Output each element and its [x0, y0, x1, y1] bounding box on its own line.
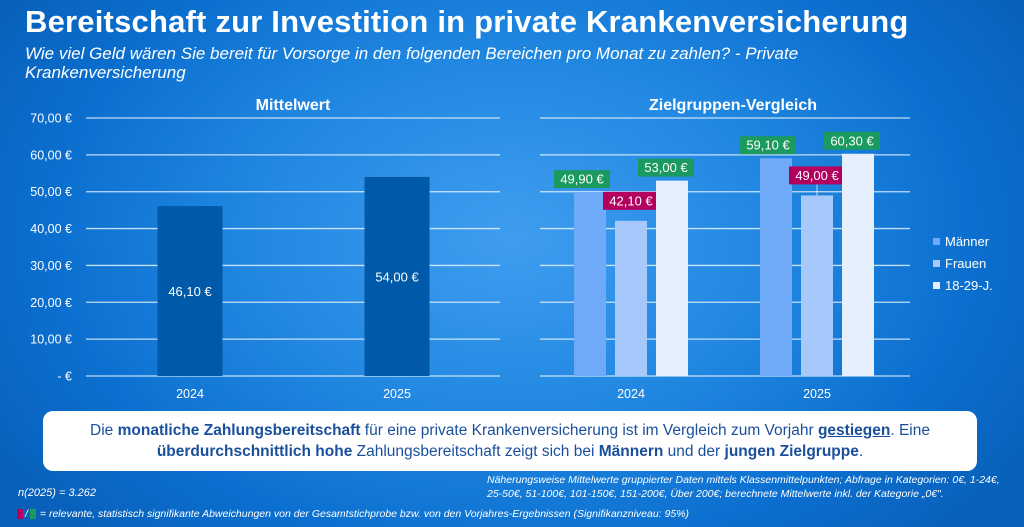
summary-highlight-underlined: gestiegen: [817, 422, 891, 439]
y-tick-label: 60,00 €: [30, 148, 72, 162]
x-tick-label: 2025: [383, 387, 411, 401]
sample-size: n(2025) = 3.262: [18, 487, 96, 499]
legend-swatch-frauen: [933, 259, 940, 267]
x-tick-label: 2024: [176, 387, 204, 401]
value-badge-positive: [740, 136, 796, 155]
y-tick-label: 40,00 €: [30, 222, 72, 236]
bar-m-nner-2024: [574, 192, 606, 376]
legend-swatch-maenner: [933, 237, 940, 245]
y-tick-label: 70,00 €: [30, 112, 72, 126]
legend-label: Frauen: [945, 255, 987, 271]
bar-2025: [364, 176, 430, 376]
y-tick-label: 30,00 €: [30, 259, 72, 273]
y-tick-label: 50,00 €: [30, 185, 72, 199]
value-badge-positive: [554, 170, 610, 189]
summary-part: . Eine: [890, 422, 930, 439]
summary-part: .: [858, 443, 864, 460]
x-tick-label: 2025: [803, 387, 831, 401]
bar-frauen-2025: [801, 195, 833, 376]
bar-2024: [157, 206, 223, 376]
bar-value-label: 49,00 €: [795, 168, 839, 183]
summary-box: Die monatliche Zahlungsbereitschaft für …: [43, 411, 977, 471]
mean-chart: Mittelwert - € 10,00 € 20,00 € 30,00 € 40,00 …: [30, 97, 500, 401]
legend-swatch-jung: [933, 281, 940, 289]
chart-area: Mittelwert - € 10,00 € 20,00 € 30,00 € 40,00 …: [30, 97, 910, 401]
bar-value-label: 42,10 €: [609, 193, 653, 208]
legend-label: Männer: [945, 233, 990, 249]
y-tick-label: 20,00 €: [30, 296, 72, 310]
sig-separator: /: [25, 508, 28, 520]
summary-highlight: überdurchschnittlich hohe: [156, 443, 353, 460]
value-badge-negative: [603, 191, 659, 210]
bar-18-29-j--2024: [656, 180, 688, 376]
bar-value-label: 54,00 €: [375, 269, 419, 284]
legend-label: 18-29-J.: [945, 277, 993, 293]
panel-title-zielgruppen: Zielgruppen-Vergleich: [649, 97, 817, 114]
sig-negative-swatch: [17, 509, 23, 519]
bar-value-label: 46,10 €: [168, 284, 212, 299]
target-group-chart: Zielgruppen-Vergleich 2024 49,90 € 42,10 € 5…: [540, 97, 910, 401]
y-tick-label: - €: [57, 370, 72, 384]
page-subtitle: Wie viel Geld wären Sie bereit für Vorso…: [25, 44, 799, 82]
bar-value-label: 49,90 €: [560, 172, 604, 187]
bar-value-label: 59,10 €: [746, 138, 790, 153]
summary-highlight: jungen Zielgruppe: [724, 443, 859, 460]
summary-part: und der: [663, 443, 725, 460]
x-tick-label: 2024: [617, 387, 645, 401]
legend-item-maenner: Männer: [933, 230, 993, 252]
significance-legend: / = relevante, statistisch signifikante …: [17, 508, 689, 520]
bar-value-label: 60,30 €: [830, 133, 874, 148]
bar-frauen-2024: [615, 220, 647, 376]
method-note: Näherungsweise Mittelwerte gruppierter D…: [487, 474, 1000, 500]
value-badge-positive: [824, 131, 880, 150]
summary-part: für eine private Krankenversicherung ist…: [360, 422, 818, 439]
summary-part: Zahlungsbereitschaft zeigt sich bei: [352, 443, 599, 460]
sig-positive-swatch: [29, 509, 36, 519]
significance-note: = relevante, statistisch signifikante Ab…: [39, 508, 690, 520]
value-badge-negative: [789, 166, 845, 185]
value-badge-positive: [638, 158, 694, 177]
bar-m-nner-2025: [760, 158, 792, 376]
summary-highlight: Männern: [598, 443, 664, 460]
legend-item-frauen: Frauen: [933, 252, 993, 274]
legend-item-jung: 18-29-J.: [933, 274, 993, 296]
legend: Männer Frauen 18-29-J.: [933, 230, 993, 296]
page-title: Bereitschaft zur Investition in private …: [25, 4, 909, 39]
bar-value-label: 53,00 €: [644, 160, 688, 175]
bar-18-29-j--2025: [842, 153, 874, 376]
y-tick-label: 10,00 €: [30, 333, 72, 347]
summary-highlight: monatliche Zahlungsbereitschaft: [117, 422, 361, 439]
summary-text: Die monatliche Zahlungsbereitschaft für …: [90, 420, 930, 462]
panel-title-mittelwert: Mittelwert: [256, 97, 331, 114]
summary-part: Die: [90, 422, 118, 439]
